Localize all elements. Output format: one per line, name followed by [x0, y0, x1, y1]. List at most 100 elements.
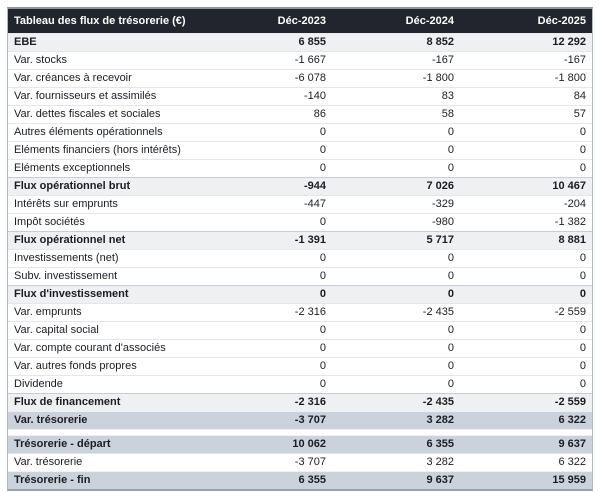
cell-value: 0 — [332, 356, 460, 375]
cell-value: 7 026 — [332, 176, 460, 195]
cell-value: 0 — [332, 320, 460, 339]
cell-value: -2 559 — [460, 392, 592, 411]
cell-value: 0 — [332, 266, 460, 285]
cell-value: -6 078 — [204, 68, 332, 87]
cell-value: -1 667 — [204, 50, 332, 69]
cell-value: 0 — [204, 320, 332, 339]
table-row: Var. créances à recevoir -6 078 -1 800 -1 8… — [8, 68, 592, 87]
table-row: Impôt sociétés 0 -980 -1 382 — [8, 212, 592, 231]
row-label: Var. stocks — [8, 50, 204, 69]
cell-value: 8 852 — [332, 33, 460, 51]
cell-value: 84 — [460, 86, 592, 105]
row-label: Var. dettes fiscales et sociales — [8, 104, 204, 123]
cell-value: 86 — [204, 104, 332, 123]
row-label: Var. compte courant d'associés — [8, 338, 204, 357]
cell-value: 0 — [332, 338, 460, 357]
table-header: Tableau des flux de trésorerie (€) Déc-2… — [8, 9, 592, 34]
cell-value: 0 — [460, 338, 592, 357]
cell-value: -2 316 — [204, 392, 332, 411]
cell-value: 12 292 — [460, 33, 592, 51]
spacer-cell — [8, 428, 592, 435]
cell-value: -2 435 — [332, 302, 460, 321]
cell-value: 15 959 — [460, 470, 592, 489]
table-row: Var. stocks -1 667 -167 -167 — [8, 50, 592, 69]
table-row: Intérêts sur emprunts -447 -329 -204 — [8, 194, 592, 213]
cell-value: -167 — [332, 50, 460, 69]
cell-value: 9 637 — [332, 470, 460, 489]
cell-value: 0 — [460, 284, 592, 303]
row-label: Subv. investissement — [8, 266, 204, 285]
cell-value: 5 717 — [332, 230, 460, 249]
table-row: Flux opérationnel brut -944 7 026 10 467 — [8, 176, 592, 195]
spacer-row — [8, 428, 592, 435]
cell-value: 0 — [204, 338, 332, 357]
column-header-dec-2023: Déc-2023 — [204, 9, 332, 34]
cash-flow-table-container: Tableau des flux de trésorerie (€) Déc-2… — [7, 7, 593, 491]
table-row: Var. emprunts -2 316 -2 435 -2 559 — [8, 302, 592, 321]
table-row: Subv. investissement 0 0 0 — [8, 266, 592, 285]
table-title: Tableau des flux de trésorerie (€) — [8, 9, 204, 34]
cell-value: 0 — [204, 248, 332, 267]
cell-value: 0 — [460, 248, 592, 267]
table-row: Var. trésorerie -3 707 3 282 6 322 — [8, 452, 592, 471]
cell-value: -2 435 — [332, 392, 460, 411]
cell-value: 9 637 — [460, 434, 592, 453]
cell-value: 0 — [332, 284, 460, 303]
cell-value: 0 — [204, 212, 332, 231]
cell-value: -944 — [204, 176, 332, 195]
row-label: Eléments financiers (hors intérêts) — [8, 140, 204, 159]
cell-value: 8 881 — [460, 230, 592, 249]
table-row: Var. dettes fiscales et sociales 86 58 57 — [8, 104, 592, 123]
cell-value: -1 800 — [460, 68, 592, 87]
row-label: Var. trésorerie — [8, 410, 204, 429]
table-row: Autres éléments opérationnels 0 0 0 — [8, 122, 592, 141]
table-row: Var. trésorerie -3 707 3 282 6 322 — [8, 410, 592, 429]
cell-value: 0 — [460, 158, 592, 177]
table-row: Eléments financiers (hors intérêts) 0 0 0 — [8, 140, 592, 159]
row-label: Investissements (net) — [8, 248, 204, 267]
cell-value: -2 559 — [460, 302, 592, 321]
cell-value: -447 — [204, 194, 332, 213]
column-header-dec-2025: Déc-2025 — [460, 9, 592, 34]
cell-value: 0 — [332, 248, 460, 267]
table-row: Flux de financement -2 316 -2 435 -2 559 — [8, 392, 592, 411]
cell-value: -1 382 — [460, 212, 592, 231]
table-row: Var. capital social 0 0 0 — [8, 320, 592, 339]
cell-value: 0 — [204, 374, 332, 393]
cell-value: 3 282 — [332, 410, 460, 429]
cell-value: -2 316 — [204, 302, 332, 321]
table-row: Flux opérationnel net -1 391 5 717 8 881 — [8, 230, 592, 249]
row-label: Flux de financement — [8, 392, 204, 411]
header-row: Tableau des flux de trésorerie (€) Déc-2… — [8, 9, 592, 34]
row-label: Var. créances à recevoir — [8, 68, 204, 87]
row-label: Var. capital social — [8, 320, 204, 339]
cell-value: -980 — [332, 212, 460, 231]
cell-value: -329 — [332, 194, 460, 213]
cell-value: 3 282 — [332, 452, 460, 471]
cell-value: 0 — [204, 158, 332, 177]
row-label: Var. fournisseurs et assimilés — [8, 86, 204, 105]
cell-value: 0 — [204, 266, 332, 285]
cell-value: 10 467 — [460, 176, 592, 195]
cell-value: 0 — [204, 122, 332, 141]
cell-value: 6 322 — [460, 452, 592, 471]
table-row: Var. fournisseurs et assimilés -140 83 84 — [8, 86, 592, 105]
row-label: Eléments exceptionnels — [8, 158, 204, 177]
row-label: Var. emprunts — [8, 302, 204, 321]
cell-value: 0 — [460, 356, 592, 375]
row-label: Dividende — [8, 374, 204, 393]
cash-flow-table: Tableau des flux de trésorerie (€) Déc-2… — [8, 9, 592, 489]
row-label: Impôt sociétés — [8, 212, 204, 231]
cell-value: -204 — [460, 194, 592, 213]
row-label: Var. autres fonds propres — [8, 356, 204, 375]
cell-value: 0 — [460, 374, 592, 393]
table-row: Var. compte courant d'associés 0 0 0 — [8, 338, 592, 357]
cell-value: 0 — [460, 122, 592, 141]
table-row: EBE 6 855 8 852 12 292 — [8, 33, 592, 51]
cell-value: 0 — [332, 158, 460, 177]
row-label: Intérêts sur emprunts — [8, 194, 204, 213]
cell-value: 0 — [332, 374, 460, 393]
cell-value: 6 855 — [204, 33, 332, 51]
row-label: Flux opérationnel brut — [8, 176, 204, 195]
row-label: Trésorerie - fin — [8, 470, 204, 489]
